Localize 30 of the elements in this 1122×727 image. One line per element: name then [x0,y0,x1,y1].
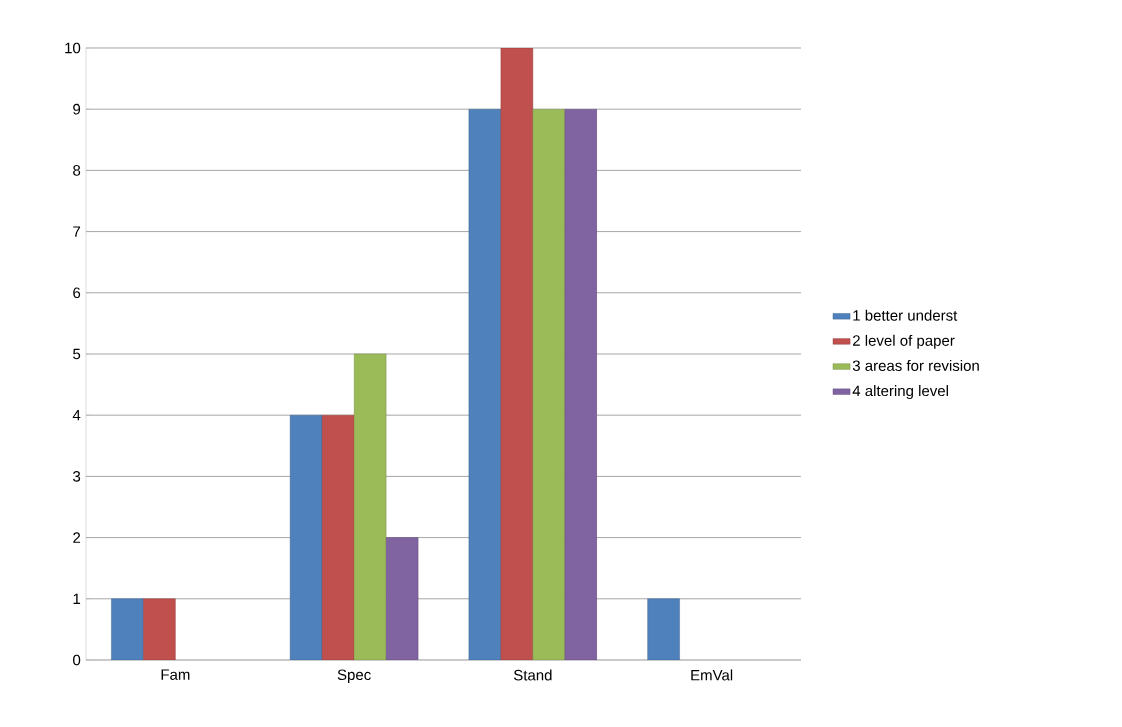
bar [321,414,355,660]
y-tick-label: 10 [65,42,81,54]
bar [532,108,566,660]
y-tick-label: 7 [73,226,81,237]
x-tick-label: Spec [337,669,371,684]
x-tick-label: Fam [161,669,190,680]
bar [500,47,534,660]
y-tick-label: 0 [73,654,81,666]
y-tick-label: 1 [73,593,81,604]
bar [353,353,387,660]
bar [468,108,502,660]
legend-label: 4 altering level [852,385,948,400]
y-tick-label: 9 [73,103,81,115]
legend-label: 3 areas for revision [852,359,979,371]
bar [647,598,680,660]
bar [143,598,176,660]
legend-label: 2 level of paper [853,334,955,349]
y-tick-label: 2 [73,532,81,543]
bar [289,414,323,660]
y-tick-label: 5 [73,348,81,360]
bar [111,598,144,660]
y-tick-label: 3 [73,471,81,482]
bar [564,108,598,660]
x-tick-label: Stand [513,669,552,681]
y-tick-label: 4 [72,410,81,421]
y-tick-label: 8 [73,165,81,176]
x-tick-label: EmVal [691,669,733,681]
legend-label: 1 better underst [853,309,958,321]
bar [385,537,419,660]
y-tick-label: 6 [73,287,81,299]
